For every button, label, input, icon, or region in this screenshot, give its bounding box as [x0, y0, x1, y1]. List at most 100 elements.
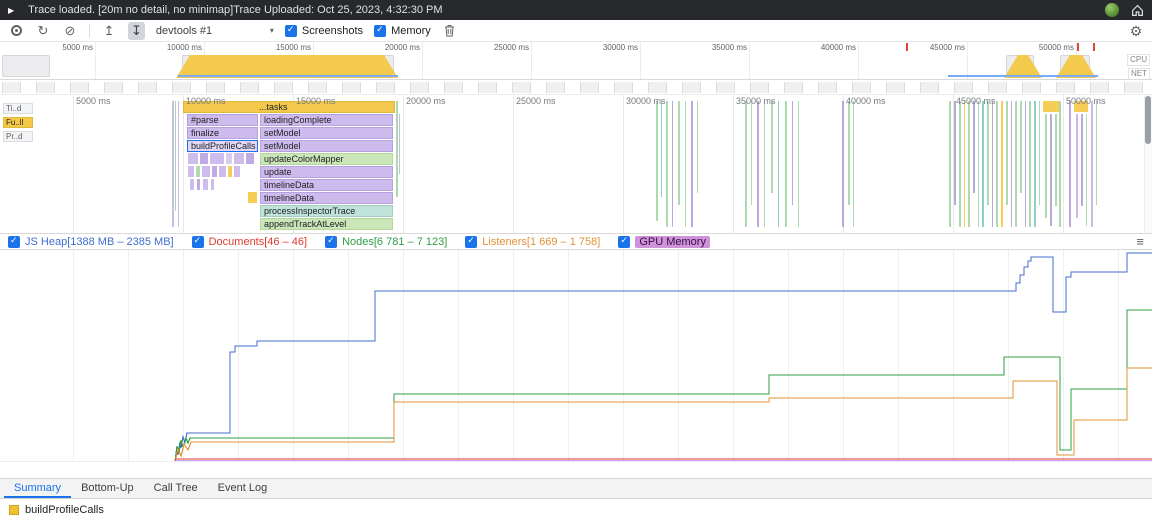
flame-event-sliver[interactable] [172, 101, 174, 227]
flame-event-sliver[interactable] [1055, 114, 1057, 206]
flame-event-sliver[interactable] [202, 166, 210, 177]
flame-event-sliver[interactable] [203, 179, 208, 190]
expand-arrow-icon[interactable]: ▶ [8, 5, 15, 15]
screenshots-track[interactable] [0, 80, 1152, 95]
user-avatar[interactable] [1105, 3, 1119, 17]
flame-event-sliver[interactable] [751, 101, 752, 205]
flame-event-sliver[interactable] [175, 101, 176, 211]
flame-event-sliver[interactable] [1045, 114, 1047, 218]
screenshots-checkbox[interactable]: Screenshots [284, 24, 363, 37]
load-profile-button[interactable]: ↥ [103, 22, 115, 38]
scrollbar-thumb[interactable] [1145, 96, 1151, 144]
flame-event-sliver[interactable] [210, 153, 224, 164]
collect-garbage-button[interactable] [442, 22, 458, 40]
flame-event-sliver[interactable] [1029, 101, 1031, 227]
flame-event-sliver[interactable] [973, 101, 975, 193]
flame-event-sliver[interactable] [697, 101, 698, 193]
flame-event-bar[interactable]: processInspectorTrace [260, 205, 393, 217]
flame-event-sliver[interactable] [968, 101, 970, 227]
home-icon[interactable] [1131, 4, 1144, 17]
flame-event-bar[interactable]: #parse [187, 114, 258, 126]
flame-event-bar-selected[interactable]: buildProfileCalls [187, 140, 258, 152]
flame-event-bar[interactable]: timelineData [260, 179, 393, 191]
flame-event-sliver[interactable] [396, 101, 398, 197]
flame-event-sliver[interactable] [691, 101, 693, 227]
tab-bottom-up[interactable]: Bottom-Up [81, 481, 134, 494]
flame-event-sliver[interactable] [959, 101, 961, 227]
flame-chart-scrollbar[interactable] [1144, 95, 1152, 233]
timeline-overview[interactable]: CPU NET 5000 ms 10000 ms 15000 ms 20000 ms 2… [0, 42, 1152, 80]
flame-event-sliver[interactable] [987, 101, 989, 205]
flame-event-sliver[interactable] [1076, 114, 1078, 218]
flame-event-sliver[interactable] [954, 101, 956, 205]
flame-event-sliver[interactable] [248, 192, 257, 203]
flame-event-sliver[interactable] [778, 101, 779, 227]
flame-event-bar[interactable]: appendTrackAtLevel [260, 218, 393, 230]
flame-event-sliver[interactable] [992, 101, 993, 227]
flame-event-sliver[interactable] [1091, 101, 1093, 227]
save-profile-button[interactable]: ↧ [128, 21, 145, 40]
flame-event-bar[interactable]: ...tasks [183, 101, 395, 113]
flame-event-sliver[interactable] [226, 153, 232, 164]
flame-event-bar[interactable]: setModel [260, 140, 393, 152]
settings-gear-icon[interactable]: ⚙ [1129, 22, 1143, 39]
flame-event-sliver[interactable] [666, 101, 668, 227]
flame-event-sliver[interactable] [212, 166, 217, 177]
flame-event-sliver[interactable] [1001, 101, 1003, 227]
flame-event-sliver[interactable] [785, 101, 787, 227]
flame-event-sliver[interactable] [982, 101, 984, 227]
flame-event-bar[interactable]: finalize [187, 127, 258, 139]
flame-event-sliver[interactable] [757, 101, 759, 227]
flame-event-sliver[interactable] [219, 166, 226, 177]
flame-event-sliver[interactable] [228, 166, 232, 177]
flame-event-sliver[interactable] [1011, 101, 1012, 227]
flame-event-sliver[interactable] [964, 101, 965, 227]
flame-event-sliver[interactable] [1074, 101, 1088, 112]
flame-event-bar[interactable]: timelineData [260, 192, 393, 204]
flame-event-sliver[interactable] [1059, 101, 1061, 227]
flame-event-sliver[interactable] [672, 101, 673, 227]
flame-event-sliver[interactable] [1086, 114, 1087, 226]
flame-event-sliver[interactable] [798, 101, 799, 227]
flame-event-sliver[interactable] [399, 114, 400, 174]
flame-event-sliver[interactable] [1006, 101, 1008, 205]
counter-listeners[interactable]: Listeners[1 669 – 1 758] [465, 235, 600, 248]
counter-js-heap[interactable]: JS Heap[1388 MB – 2385 MB] [8, 235, 174, 248]
flame-event-sliver[interactable] [656, 101, 658, 221]
flame-event-sliver[interactable] [1034, 101, 1036, 227]
flame-event-sliver[interactable] [771, 101, 773, 193]
flame-event-sliver[interactable] [848, 101, 850, 205]
flame-event-sliver[interactable] [197, 179, 200, 190]
flame-event-sliver[interactable] [211, 179, 214, 190]
flame-event-sliver[interactable] [842, 101, 844, 227]
flame-event-sliver[interactable] [196, 166, 200, 177]
track-label-timings[interactable]: Ti..d [3, 103, 33, 114]
flame-event-sliver[interactable] [685, 101, 686, 227]
flame-event-sliver[interactable] [949, 101, 951, 227]
tab-call-tree[interactable]: Call Tree [153, 481, 198, 494]
track-label-processed[interactable]: Pr..d [3, 131, 33, 142]
flame-event-sliver[interactable] [853, 101, 854, 227]
flame-chart[interactable]: Ti..d Fu..ll Pr..d ...tasks #parse final… [0, 95, 1152, 233]
memory-counters-chart[interactable] [0, 250, 1152, 462]
flame-event-sliver[interactable] [200, 153, 208, 164]
flame-event-sliver[interactable] [188, 166, 194, 177]
flame-event-sliver[interactable] [1050, 114, 1052, 226]
flame-event-sliver[interactable] [1096, 101, 1097, 205]
flame-event-bar[interactable]: loadingComplete [260, 114, 393, 126]
tab-event-log[interactable]: Event Log [217, 481, 268, 494]
flame-event-sliver[interactable] [661, 101, 662, 197]
flame-event-bar[interactable]: setModel [260, 127, 393, 139]
memory-checkbox[interactable]: Memory [374, 24, 431, 37]
flame-event-sliver[interactable] [246, 153, 254, 164]
counter-documents[interactable]: Documents[46 – 46] [191, 235, 307, 248]
flame-event-sliver[interactable] [1043, 101, 1061, 112]
flame-event-bar[interactable]: updateColorMapper [260, 153, 393, 165]
flame-event-sliver[interactable] [996, 101, 998, 227]
flame-event-sliver[interactable] [978, 101, 979, 227]
record-button[interactable] [8, 22, 24, 40]
flame-event-sliver[interactable] [190, 179, 194, 190]
clear-recordings-button[interactable]: ⊘ [64, 22, 76, 38]
flame-event-sliver[interactable] [1025, 101, 1026, 227]
flame-event-sliver[interactable] [1069, 101, 1071, 227]
